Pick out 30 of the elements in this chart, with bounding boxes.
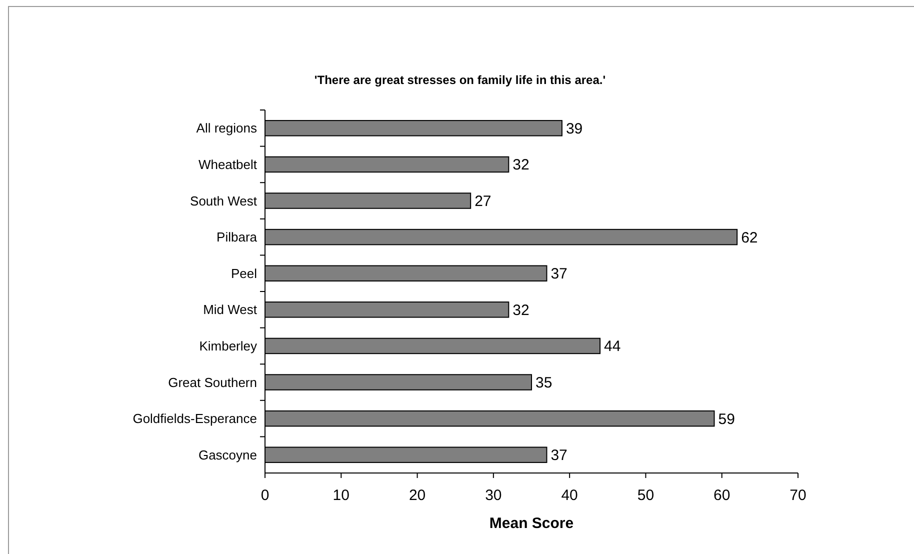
x-tick-label: 50 <box>637 487 654 504</box>
x-tick-label: 70 <box>790 487 806 504</box>
y-tick-label: All regions <box>196 120 258 136</box>
data-label: 32 <box>512 302 530 319</box>
data-label: 37 <box>550 266 568 283</box>
data-label: 62 <box>741 229 758 246</box>
data-label: 39 <box>566 120 583 138</box>
data-label: 32 <box>512 156 530 174</box>
y-tick-label: Gascoyne <box>198 447 257 462</box>
x-tick-label: 40 <box>561 487 578 504</box>
data-label: 44 <box>604 338 621 356</box>
y-tick-label: Great Southern <box>168 374 257 390</box>
y-tick-label: Mid West <box>203 302 258 318</box>
y-tick-label: Peel <box>230 266 258 281</box>
y-tick-label: South West <box>190 193 258 208</box>
x-tick-label: 0 <box>260 487 270 504</box>
data-label: 59 <box>718 410 735 428</box>
y-tick-label: Kimberley <box>199 338 258 354</box>
chart-title: 'There are great stresses on family life in this area.' <box>314 73 606 87</box>
x-axis-title: Mean Score <box>489 515 574 532</box>
y-tick-label: Pilbara <box>216 230 258 245</box>
data-label: 37 <box>550 447 568 464</box>
y-tick-label: Goldfields-Esperance <box>132 411 257 426</box>
x-tick-label: 10 <box>332 487 350 504</box>
data-label: 35 <box>536 374 552 392</box>
x-tick-label: 60 <box>714 487 730 504</box>
x-tick-label: 30 <box>485 487 502 504</box>
y-tick-label: Wheatbelt <box>198 157 258 172</box>
data-label: 27 <box>474 193 492 210</box>
x-tick-label: 20 <box>408 487 426 504</box>
